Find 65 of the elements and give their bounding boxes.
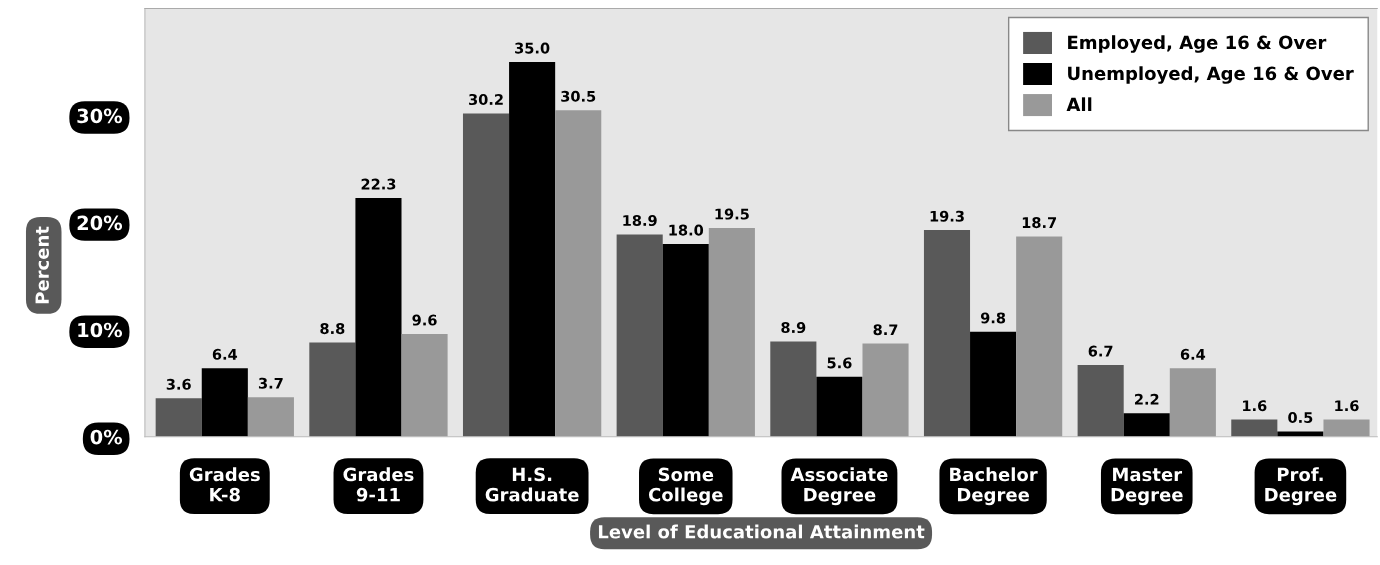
x-tick-label: Grades 9-11 [343, 467, 414, 502]
data-label: 18.7 [1022, 217, 1057, 229]
bar [1123, 413, 1170, 437]
data-label: 8.7 [873, 324, 898, 336]
legend-label: Unemployed, Age 16 & Over [1068, 66, 1354, 84]
x-tick-label: Grades K-8 [189, 467, 260, 502]
bar [708, 227, 755, 437]
bar [662, 244, 709, 437]
y-tick-label: 30% [77, 108, 123, 124]
x-tick-label: H.S. Graduate [485, 467, 579, 502]
bar [1016, 236, 1063, 437]
data-label: 30.2 [469, 93, 503, 106]
bar [201, 368, 248, 437]
bar [155, 398, 202, 437]
bar [1077, 365, 1124, 437]
x-tick-label: Bachelor Degree [950, 467, 1038, 506]
x-axis-title: Level of Educational Attainment [598, 524, 925, 539]
bar [616, 234, 663, 437]
data-label: 3.6 [166, 378, 191, 390]
data-label: 22.3 [361, 178, 396, 190]
bar [816, 376, 863, 437]
bar [355, 197, 402, 437]
data-label: 0.5 [1288, 411, 1313, 424]
data-label: 3.7 [258, 377, 283, 389]
bar [923, 230, 971, 437]
y-tick-label: 10% [78, 322, 123, 338]
data-label: 5.6 [827, 357, 852, 369]
bar [1323, 419, 1370, 437]
data-label: 19.3 [930, 210, 964, 222]
y-tick-label: 0% [90, 429, 123, 445]
data-label: 9.8 [980, 312, 1006, 324]
bar [1277, 431, 1324, 437]
legend-label: Employed, Age 16 & Over [1068, 35, 1327, 53]
data-label: 18.0 [669, 224, 704, 236]
data-label: 1.6 [1335, 400, 1359, 412]
data-label: 6.4 [1180, 348, 1206, 360]
data-label: 6.4 [212, 348, 238, 360]
data-label: 6.7 [1088, 345, 1113, 357]
bar [309, 342, 356, 437]
x-tick-label: Master Degree [1111, 467, 1183, 506]
data-label: 9.6 [412, 314, 437, 326]
y-tick-label: 20% [77, 215, 123, 231]
x-tick-label: Associate Degree [790, 467, 888, 506]
data-label: 8.8 [320, 323, 345, 335]
bar [970, 331, 1017, 437]
bar [509, 62, 556, 437]
bar [862, 343, 909, 437]
legend-label: All [1066, 97, 1092, 112]
bar [1231, 419, 1278, 437]
data-label: 35.0 [515, 42, 550, 54]
bar [770, 341, 817, 437]
bar [247, 397, 294, 437]
bar [462, 113, 510, 437]
data-label: 30.5 [561, 90, 596, 102]
x-tick-label: Some College [648, 467, 723, 506]
data-label: 1.6 [1243, 400, 1267, 412]
data-label: 2.2 [1134, 393, 1159, 405]
bar [555, 110, 602, 437]
bar [401, 333, 448, 437]
y-axis-title: Percent [35, 226, 49, 304]
x-tick-label: Prof. Degree [1265, 467, 1337, 506]
data-label: 8.9 [781, 322, 806, 334]
data-label: 18.9 [623, 214, 657, 227]
bar [1169, 368, 1216, 437]
data-label: 19.5 [715, 208, 749, 220]
